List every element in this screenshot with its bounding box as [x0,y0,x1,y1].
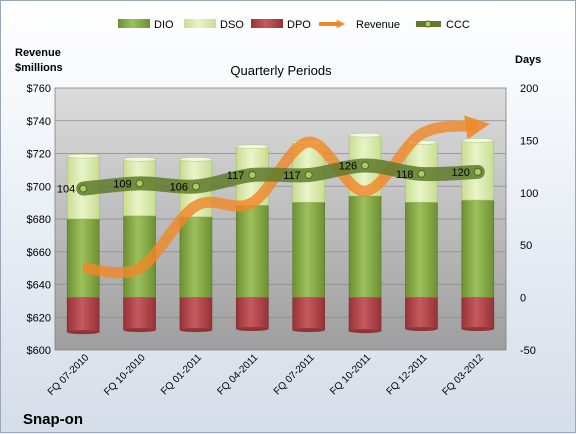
bar-dpo [123,297,156,331]
ccc-marker [248,170,257,179]
left-tick-label: $660 [27,247,51,259]
ccc-line [76,158,485,196]
bar-dpo-base [236,327,269,332]
right-tick-label: 150 [520,135,538,147]
legend-label-dio: DIO [154,19,174,31]
bar-dpo [292,297,325,331]
chart-title: Quarterly Periods [230,63,332,78]
bar-dpo [66,297,100,333]
company-name: Snap-on [23,411,83,428]
right-tick-label: 50 [520,240,532,252]
ccc-marker [361,161,370,170]
bar-dpo-base [179,328,212,333]
legend-swatch-dso [184,19,216,28]
ccc-data-label: 106 [170,182,188,194]
legend-label-dpo: DPO [287,19,311,31]
left-tick-label: $760 [27,83,51,95]
ccc-marker [473,167,482,176]
right-tick-label: 200 [520,83,538,95]
bar-dio [179,216,213,298]
right-axis-ticks: -50 0 50 100 150 200 [520,83,538,357]
bar-dso-top [461,138,495,143]
revenue-series [82,115,490,279]
left-axis-ticks: $600 $620 $640 $660 $680 $700 $720 $740 $760 [27,83,51,357]
legend-label-dso: DSO [220,19,244,31]
left-tick-label: $720 [27,149,51,161]
bar-dpo [236,297,269,330]
legend-label-revenue: Revenue [356,19,400,31]
right-tick-label: 100 [520,188,538,200]
ccc-marker [135,179,144,188]
left-axis-label-line2: $millions [15,62,63,74]
bar-dpo-base [67,330,100,335]
legend-swatch-ccc-marker [424,20,432,28]
bar-dpo [405,297,438,330]
right-tick-label: -50 [520,345,536,357]
ccc-data-label: 109 [113,178,131,190]
bar-dio [236,205,269,298]
ccc-marker [304,170,313,179]
bar-dso-top [179,157,213,162]
category-label: FQ 12-2011 [385,352,430,397]
category-label: FQ 07-2010 [46,352,92,398]
left-tick-label: $740 [27,116,51,128]
bar-dio [292,201,325,298]
ccc-marker [191,182,200,191]
category-label: FQ 04-2011 [215,352,260,397]
ccc-series: 104 109 106 117 117 126 118 120 [57,158,485,196]
legend-swatch-dpo [251,19,283,28]
ccc-data-label: 118 [396,169,414,181]
category-label: FQ 01-2011 [159,352,204,397]
bar-dpo-base [349,329,382,334]
ccc-marker [417,169,426,178]
ccc-data-label: 104 [57,184,75,196]
left-tick-label: $620 [27,312,51,324]
bar-dio [461,199,495,298]
left-tick-label: $700 [27,181,51,193]
bar-dso-top [66,153,100,159]
bar-dso-top [236,144,269,149]
revenue-line [82,115,490,279]
legend-swatch-dio [118,19,150,28]
bar-dso-top [348,132,382,138]
ccc-data-label: 126 [339,161,357,173]
bar-dso-top [123,157,156,162]
left-tick-label: $640 [27,280,51,292]
category-label: FQ 07-2011 [272,352,317,397]
left-tick-label: $600 [27,345,51,357]
right-axis-label: Days [515,54,541,66]
legend: DIO DSO DPO Revenue CCC [118,19,470,31]
bar-dpo-base [405,327,438,332]
bar-dpo [179,297,213,331]
ccc-data-label: 117 [227,170,245,182]
bar-dio [66,218,100,298]
category-labels: FQ 07-2010 FQ 10-2010 FQ 01-2011 FQ 04-2011… [46,352,486,398]
bar-dpo [461,297,495,330]
left-axis-label-line1: Revenue [15,47,61,59]
ccc-data-label: 120 [451,167,469,179]
category-label: FQ 03-2012 [440,352,486,398]
ccc-data-label: 117 [283,170,301,182]
legend-label-ccc: CCC [446,19,470,31]
category-label: FQ 10-2010 [102,352,148,398]
category-label: FQ 10-2011 [328,352,373,397]
ccc-marker [79,184,88,193]
bar-dio [348,195,382,298]
bar-dpo-base [461,327,494,332]
left-tick-label: $680 [27,214,51,226]
bar-dpo-base [292,328,325,333]
bar-dpo-base [123,328,156,333]
right-tick-label: 0 [520,293,526,305]
bar-dio [405,201,438,298]
bar-dpo [348,297,382,332]
